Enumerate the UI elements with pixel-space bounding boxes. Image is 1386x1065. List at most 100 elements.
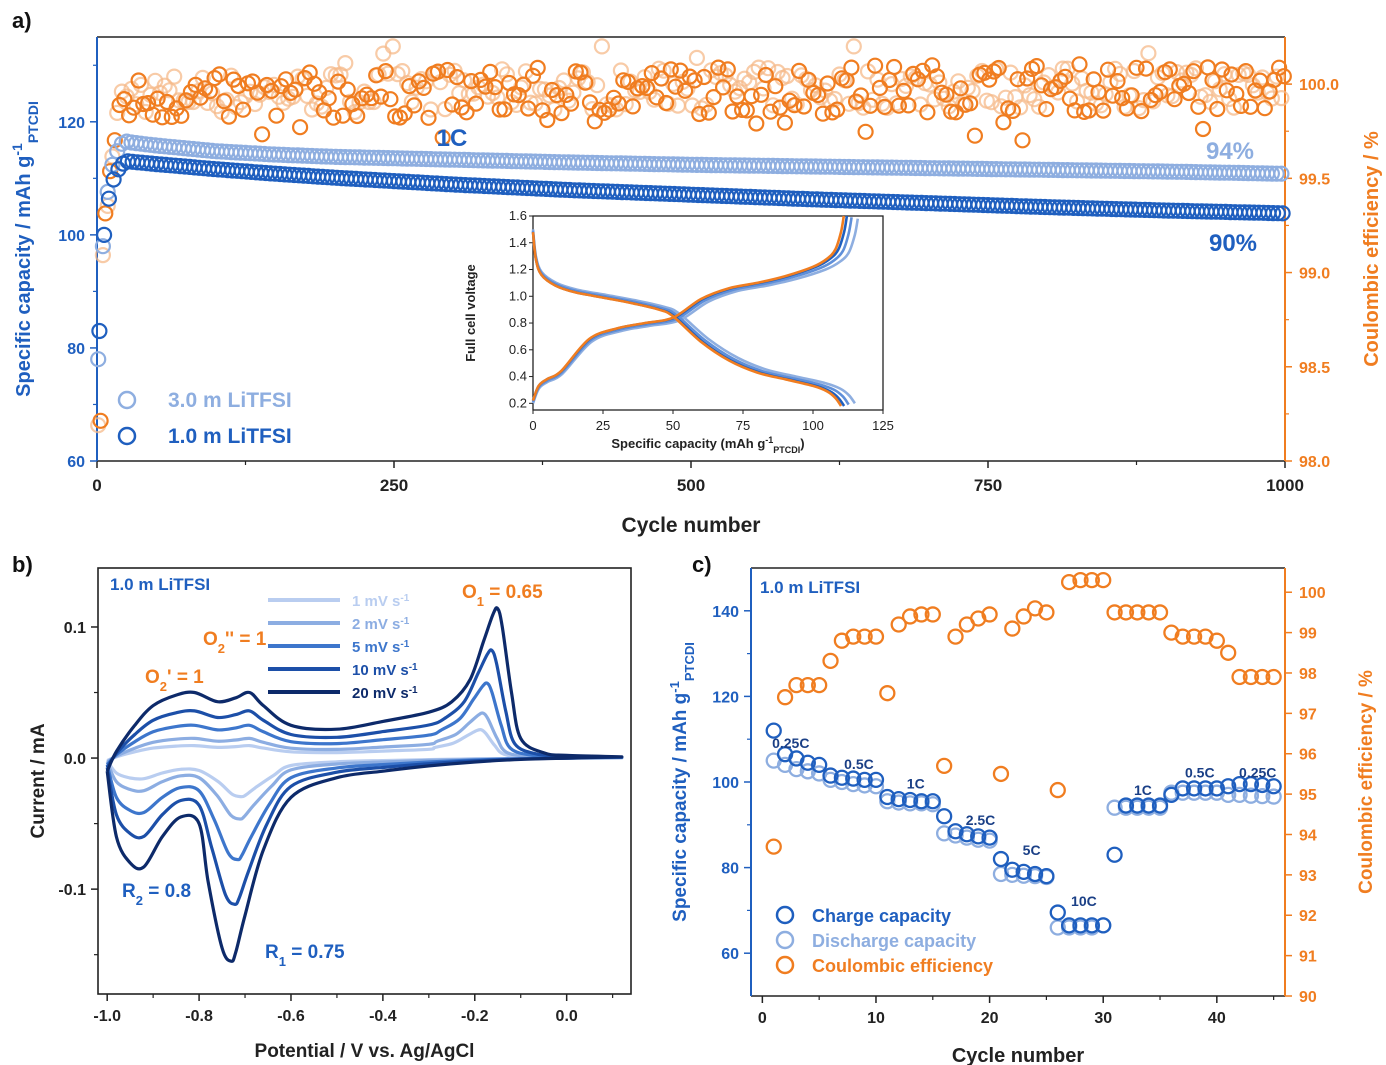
a-ce-1m-point (1213, 61, 1231, 78)
c-ce-point (1231, 668, 1248, 686)
c-ce-point (1106, 604, 1123, 621)
a-ce-3m-point (94, 247, 112, 264)
a-ce-1m-point (1014, 132, 1031, 149)
a-ce-1m-point (377, 62, 394, 80)
a-ce-3m-point (983, 94, 1000, 111)
a-ce-1m-point (320, 90, 337, 107)
c-legend-label-2: Discharge capacity (812, 931, 976, 951)
b-peak-label-o1: O1 = 0.65 (462, 582, 543, 609)
b-x-axis-title: Potential / V vs. Ag/AgCl (255, 1041, 475, 1062)
a-cap-3m-point (1263, 165, 1281, 182)
a-ce-1m-point (330, 73, 347, 90)
c-x-tick-label: 20 (981, 1010, 999, 1027)
a-y2-tick-label: 100.0 (1299, 77, 1339, 94)
b-peak-label-o2pp-part: '' = 1 (225, 629, 267, 650)
a-x-tick-label: 500 (677, 476, 705, 495)
b-x-tick-label: -0.8 (185, 1008, 213, 1025)
b-legend-label-1: 1 mV s-1 (352, 593, 410, 611)
a-ce-1m-point (919, 104, 936, 121)
a-y-tick-label: 60 (67, 454, 85, 471)
a-ce-3m-point (964, 82, 981, 100)
b-peak-label-o2pp: O2'' = 1 (203, 629, 267, 656)
a-y-axis-title: Specific capacity / mAh g-1PTCDI (9, 101, 41, 397)
c-ce-point (1151, 604, 1169, 621)
a-ce-1m-point (714, 79, 732, 96)
c-charge-point (1174, 780, 1191, 797)
inset-frame (532, 215, 884, 411)
c-rate-label: 10C (1071, 893, 1097, 909)
b-y-axis-title: Current / mA (28, 723, 49, 838)
c-ce-point (856, 628, 873, 645)
a-ce-1m-point (1209, 100, 1226, 118)
c-charge-point (1231, 775, 1248, 793)
c-charge-point (1254, 776, 1271, 794)
c-charge-point (1265, 778, 1282, 795)
b-peak-label-r2-part: 2 (136, 893, 143, 908)
a-y2-axis-title: Coulombic efficiency / % (1361, 131, 1383, 367)
a-ce-1m-point (458, 104, 475, 121)
b-peak-label-r2-part: = 0.8 (143, 881, 191, 902)
a-cap-1m-point (1269, 205, 1287, 222)
a-ce-1m-point (809, 86, 827, 104)
a-ce-1m-point (757, 66, 774, 84)
a-retention-3m-label: 94% (1206, 138, 1254, 165)
a-ce-1m-point (306, 75, 323, 92)
a-ce-1m-point (729, 88, 746, 105)
c-ce-point (1254, 668, 1271, 686)
b-legend-label-4: 10 mV s-1 (352, 662, 418, 680)
b-legend-label-2-part: -1 (400, 616, 409, 627)
a-ce-1m-point (539, 111, 556, 129)
a-y-tick-label: 100 (58, 228, 85, 245)
a-ce-1m-point (843, 59, 860, 76)
a-ce-1m-point (220, 108, 237, 125)
c-ce-point (1004, 620, 1021, 637)
c-ce-point (788, 676, 805, 694)
c-charge-point (1151, 797, 1169, 814)
c-ce-point (1060, 573, 1078, 591)
a-ce-1m-point (577, 74, 594, 91)
a-ce-1m-point (952, 80, 969, 97)
a-ce-1m-point (1204, 72, 1221, 89)
a-ce-3m-point (760, 60, 777, 77)
c-charge-point (867, 771, 885, 789)
a-ce-3m-point (1140, 45, 1157, 62)
c-discharge-point (1242, 787, 1260, 804)
a-legend-marker-3m (117, 390, 137, 410)
b-legend-label-4-part: 10 mV s (352, 662, 409, 679)
panel-c-letter: c) (692, 552, 712, 577)
a-ce-1m-point (230, 77, 247, 95)
inset-y-tick-label: 0.4 (509, 369, 527, 384)
inset-y-tick-label: 1.0 (509, 288, 527, 303)
c-x-tick-label: 0 (758, 1010, 767, 1027)
b-x-tick-label: -1.0 (93, 1008, 121, 1025)
a-ce-1m-point (211, 66, 228, 83)
a-ce-3m-point (565, 84, 582, 101)
b-electrolyte-label: 1.0 m LiTFSI (110, 575, 210, 594)
c-y2-tick-label: 92 (1299, 908, 1317, 925)
b-x-tick-label: -0.6 (277, 1008, 305, 1025)
a-x-axis-title: Cycle number (622, 514, 761, 537)
c-ce-point (765, 838, 782, 855)
a-ce-3m-point (688, 49, 706, 67)
a-ce-1m-point (254, 126, 271, 143)
a-ce-1m-point (786, 97, 803, 114)
inset-x-axis-title-part: -1 (765, 435, 773, 445)
c-charge-point (1129, 797, 1146, 814)
a-ce-3m-point (1130, 99, 1148, 117)
a-ce-1m-point (92, 412, 109, 429)
a-ce-3m-point (1030, 98, 1048, 115)
panel-c-plot-area: 0 10 20 30 40 Cycle number 60 80 100 120 140 Specif… (667, 567, 1377, 1065)
c-y2-tick-label: 90 (1299, 989, 1317, 1006)
a-cap-1m-point (100, 190, 118, 207)
a-ce-1m-point (1242, 98, 1259, 115)
a-ce-3m-point (1273, 89, 1290, 107)
inset-curve-orange-charge (531, 215, 846, 402)
a-ce-3m-point (1021, 87, 1038, 104)
a-ce-1m-point (962, 95, 979, 112)
a-ce-1m-point (154, 109, 171, 126)
a-ce-3m-point (489, 89, 506, 106)
b-legend-label-2: 2 mV s-1 (352, 616, 410, 634)
b-peak-label-r2-part: R (122, 881, 136, 902)
a-ce-1m-point (1095, 102, 1112, 119)
a-ce-1m-point (624, 98, 641, 115)
